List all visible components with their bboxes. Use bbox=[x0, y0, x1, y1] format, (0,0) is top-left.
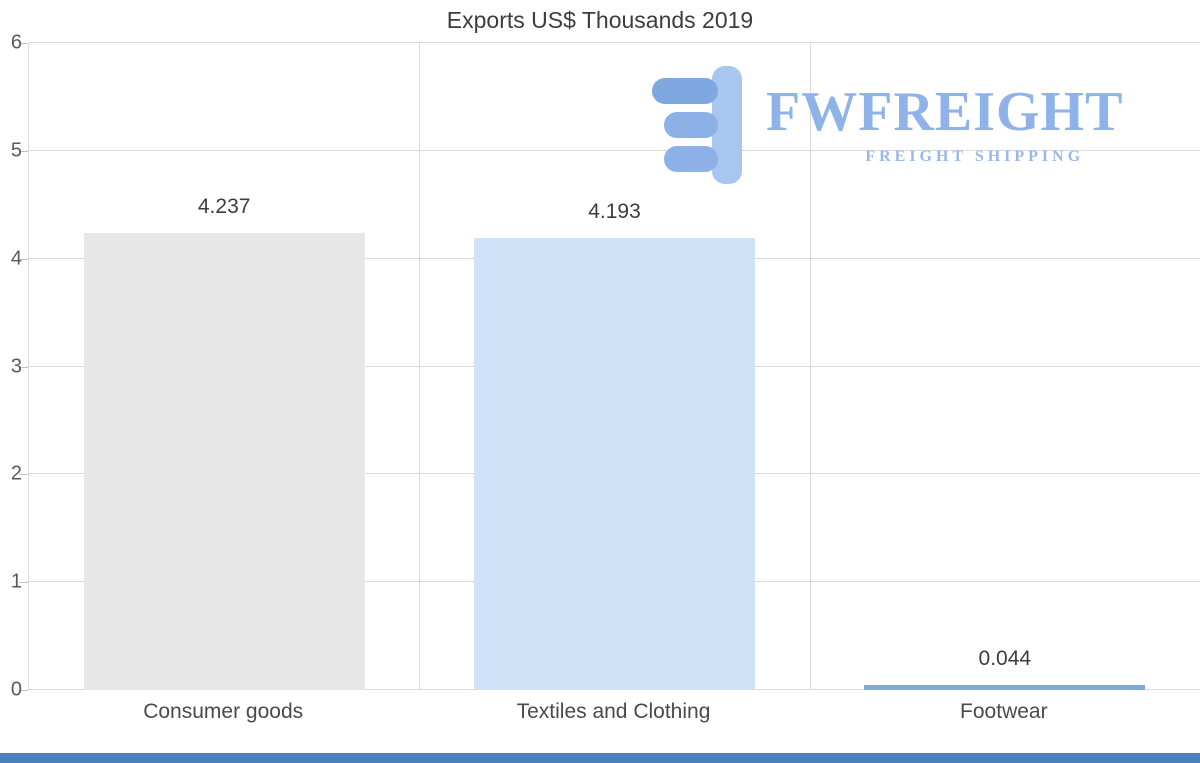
logo-f-blocks-icon bbox=[652, 66, 742, 184]
bar-column-consumer-goods: 4.237 bbox=[29, 43, 419, 690]
gridline-horizontal bbox=[29, 42, 1200, 43]
x-axis-label-consumer-goods: Consumer goods bbox=[143, 700, 304, 723]
gridline-vertical bbox=[419, 43, 421, 690]
value-label-textiles-and-clothing: 4.193 bbox=[588, 199, 641, 223]
y-axis-label: 5 bbox=[10, 139, 22, 162]
bar-column-footwear: 0.044 bbox=[810, 43, 1200, 690]
bar-column-textiles-and-clothing: 4.193 bbox=[419, 43, 809, 690]
x-axis-label-footwear: Footwear bbox=[960, 700, 1048, 723]
logo-wordmark: FWFREIGHT bbox=[766, 81, 1124, 143]
x-axis-label-textiles-and-clothing: Textiles and Clothing bbox=[516, 700, 711, 723]
y-axis-tick bbox=[19, 474, 28, 476]
logo-text: FWFREIGHT FREIGHT SHIPPING bbox=[766, 84, 1123, 166]
y-axis-tick bbox=[19, 366, 28, 368]
y-axis-tick bbox=[19, 43, 28, 44]
y-axis-label: 1 bbox=[10, 570, 22, 593]
footer-strip bbox=[0, 753, 1200, 763]
gridline-horizontal bbox=[29, 149, 1200, 151]
value-label-footwear: 0.044 bbox=[978, 647, 1032, 671]
value-label-consumer-goods: 4.237 bbox=[197, 195, 251, 219]
y-axis-tick bbox=[19, 582, 28, 584]
y-axis-label: 6 bbox=[10, 31, 22, 54]
y-axis-tick bbox=[19, 150, 28, 152]
bar-consumer-goods bbox=[83, 233, 365, 690]
plot-area: 4.237 4.193 0.044 bbox=[28, 42, 1200, 690]
x-axis-labels: Consumer goods Textiles and Clothing Footw… bbox=[28, 700, 1199, 724]
chart-title: Exports US$ Thousands 2019 bbox=[446, 7, 754, 33]
logo-tagline: FREIGHT SHIPPING bbox=[865, 148, 1085, 165]
y-axis-label: 0 bbox=[10, 678, 22, 701]
y-axis-tick bbox=[19, 690, 28, 691]
y-axis-label: 2 bbox=[10, 462, 22, 485]
logo: FWFREIGHT FREIGHT SHIPPING bbox=[652, 66, 1123, 184]
y-axis-tick bbox=[19, 258, 28, 260]
bar-textiles-and-clothing bbox=[473, 237, 755, 690]
y-axis-label: 3 bbox=[10, 355, 22, 377]
gridline-vertical bbox=[809, 43, 811, 690]
y-axis-label: 4 bbox=[10, 247, 22, 270]
bar-footwear bbox=[864, 685, 1146, 690]
